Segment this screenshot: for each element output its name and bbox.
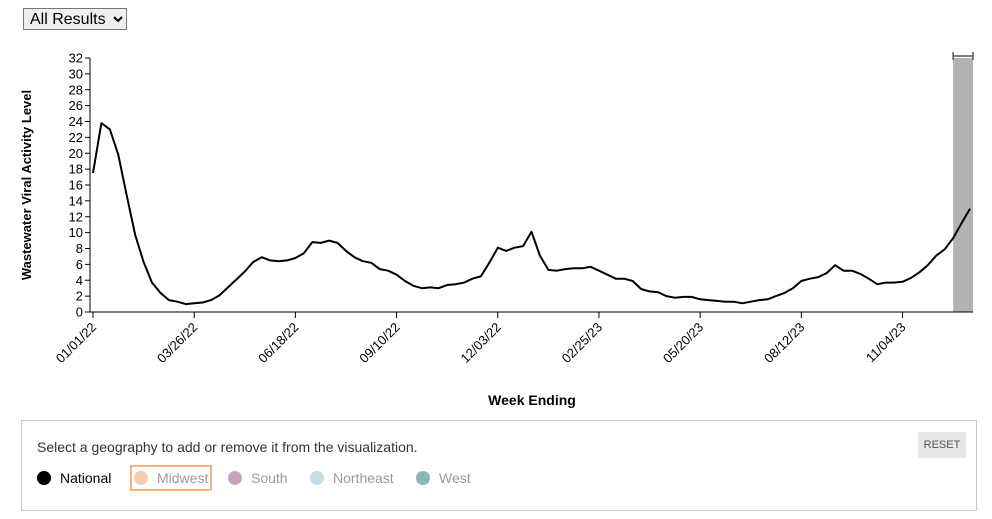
x-tick-label: 03/26/22 bbox=[154, 320, 200, 366]
y-tick-label: 6 bbox=[76, 257, 83, 272]
band-bracket bbox=[952, 52, 974, 60]
geography-toggle[interactable]: West bbox=[416, 467, 471, 489]
y-tick-label: 10 bbox=[69, 225, 83, 240]
filter-select[interactable]: All Results bbox=[23, 8, 127, 30]
x-tick-label: 12/03/22 bbox=[457, 320, 503, 366]
geography-toggle[interactable]: Northeast bbox=[310, 467, 394, 489]
geography-label: South bbox=[251, 470, 288, 486]
y-tick-label: 8 bbox=[76, 241, 83, 256]
x-tick-label: 11/04/23 bbox=[863, 320, 909, 366]
highlight-band bbox=[953, 58, 973, 312]
geography-label: Northeast bbox=[333, 470, 394, 486]
y-tick-label: 22 bbox=[69, 130, 83, 145]
geography-toggle[interactable]: South bbox=[228, 467, 288, 489]
y-tick-label: 16 bbox=[69, 178, 83, 193]
geography-toggle[interactable]: Midwest bbox=[129, 465, 213, 491]
x-tick-label: 09/10/22 bbox=[356, 320, 402, 366]
y-tick-label: 0 bbox=[76, 305, 83, 320]
geography-label: West bbox=[439, 470, 471, 486]
y-tick-label: 18 bbox=[69, 162, 83, 177]
geography-label: National bbox=[60, 470, 112, 486]
y-tick-label: 26 bbox=[69, 98, 83, 113]
x-tick-label: 06/18/22 bbox=[255, 320, 301, 366]
geography-dot bbox=[37, 471, 51, 485]
y-tick-label: 24 bbox=[69, 114, 83, 129]
geography-toggle[interactable]: National bbox=[37, 467, 111, 489]
data-line bbox=[92, 122, 971, 306]
y-tick-label: 32 bbox=[69, 51, 83, 66]
x-tick-label: 05/20/23 bbox=[660, 320, 706, 366]
y-tick-label: 14 bbox=[69, 193, 83, 208]
geography-panel: Select a geography to add or remove it f… bbox=[21, 420, 977, 511]
y-tick-label: 30 bbox=[69, 66, 83, 81]
reset-button[interactable]: RESET bbox=[918, 432, 966, 458]
geography-dot bbox=[416, 471, 430, 485]
x-axis-title: Week Ending bbox=[488, 392, 576, 408]
y-tick-label: 2 bbox=[76, 289, 83, 304]
y-tick-label: 4 bbox=[76, 273, 83, 288]
y-tick-label: 28 bbox=[69, 82, 83, 97]
geography-dot bbox=[228, 471, 242, 485]
y-axis-title: Wastewater Viral Activity Level bbox=[19, 90, 34, 280]
geography-label: Midwest bbox=[157, 470, 209, 486]
y-tick-label: 20 bbox=[69, 146, 83, 161]
x-tick-label: 08/12/23 bbox=[761, 320, 807, 366]
geography-dot bbox=[310, 471, 324, 485]
y-tick-label: 12 bbox=[69, 209, 83, 224]
x-tick-label: 02/25/23 bbox=[559, 320, 605, 366]
geography-dot bbox=[134, 471, 148, 485]
prompt: Select a geography to add or remove it f… bbox=[37, 439, 418, 455]
x-tick-label: 01/01/22 bbox=[53, 320, 99, 366]
